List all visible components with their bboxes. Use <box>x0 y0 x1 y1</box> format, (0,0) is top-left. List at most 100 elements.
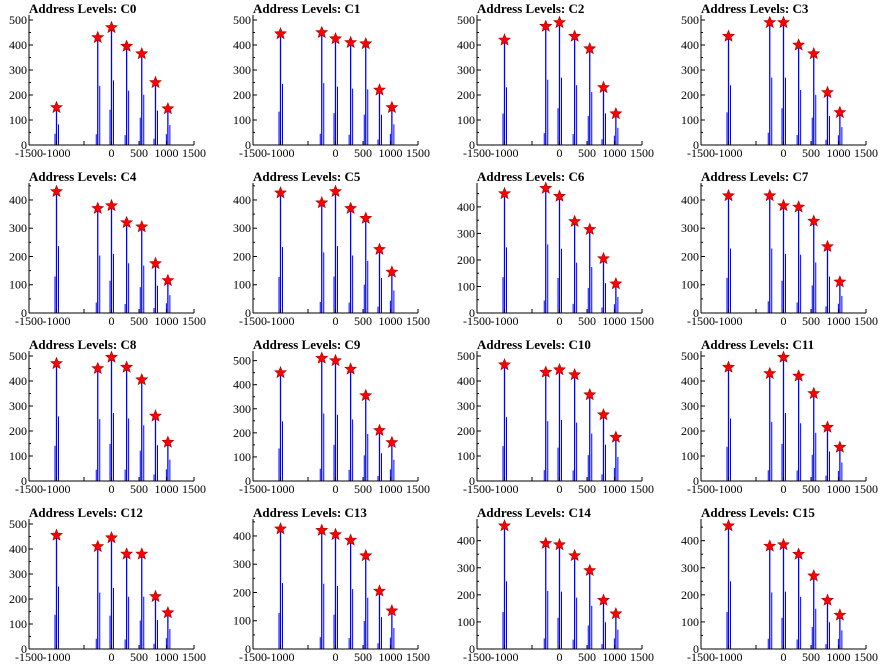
level-peak-star <box>385 265 399 278</box>
x-tick-label: -1000 <box>267 482 295 496</box>
x-tick-label: -1500 <box>463 650 491 664</box>
y-tick-label: 0 <box>469 138 475 152</box>
x-tick-label: -1500 <box>15 314 43 328</box>
y-tick-label: 100 <box>9 449 27 463</box>
chart-panel-c4: Address Levels: C4 0 100 200 300 400 -1500 -100… <box>9 169 206 328</box>
level-peak-star <box>149 256 162 270</box>
y-tick-label: 200 <box>233 88 251 102</box>
y-tick-label: 100 <box>233 113 251 127</box>
y-tick-label: 200 <box>457 253 475 267</box>
y-tick-label: 300 <box>233 402 251 416</box>
x-tick-label: -1000 <box>267 650 295 664</box>
x-tick-label: -1000 <box>267 146 295 160</box>
y-tick-label: 400 <box>681 534 699 548</box>
level-peak-star <box>763 539 777 552</box>
x-tick-label: -1000 <box>715 482 743 496</box>
level-peak-star <box>539 536 553 549</box>
level-peak-star <box>161 435 175 448</box>
y-tick-label: 400 <box>9 542 27 556</box>
y-tick-label: 0 <box>245 138 251 152</box>
x-tick-label: 0 <box>781 146 787 160</box>
x-tick-label: 0 <box>781 314 787 328</box>
y-tick-label: 400 <box>681 38 699 52</box>
y-tick-label: 100 <box>457 113 475 127</box>
x-tick-label: 1500 <box>854 314 878 328</box>
chart-panel-c10: Address Levels: C10 0 100 200 300 400 500 -1500… <box>457 337 654 496</box>
y-tick-label: 400 <box>233 529 251 543</box>
level-peak-star <box>359 388 373 402</box>
level-peak-star <box>807 569 821 582</box>
y-tick-label: 100 <box>233 450 251 464</box>
x-tick-label: -1000 <box>491 482 519 496</box>
x-tick-label: 1000 <box>603 650 627 664</box>
x-tick-label: 1000 <box>155 314 179 328</box>
level-peak-star <box>568 368 582 381</box>
y-tick-label: 100 <box>9 113 27 127</box>
x-tick-label: 500 <box>354 482 372 496</box>
x-tick-label: 1500 <box>630 314 654 328</box>
level-peak-star <box>161 273 175 287</box>
x-tick-label: 1500 <box>182 146 206 160</box>
y-tick-label: 100 <box>681 278 699 292</box>
level-peak-star <box>373 242 386 255</box>
x-tick-label: 0 <box>557 650 563 664</box>
y-tick-label: 500 <box>9 349 27 363</box>
level-peak-star <box>722 188 735 202</box>
y-tick-label: 0 <box>469 642 475 656</box>
x-tick-label: 1500 <box>182 482 206 496</box>
x-tick-label: -1000 <box>43 482 71 496</box>
level-peak-star <box>274 522 287 535</box>
level-peak-star <box>329 527 342 541</box>
y-tick-label: 300 <box>9 399 27 413</box>
level-peak-star <box>135 219 149 233</box>
level-peak-star <box>135 373 149 386</box>
level-peak-star <box>329 31 342 45</box>
y-tick-label: 200 <box>233 249 251 263</box>
chart-panel-c1: Address Levels: C1 0 100 200 300 400 500 -1500-… <box>233 1 430 160</box>
x-tick-label: 500 <box>354 314 372 328</box>
chart-panel-c2: Address Levels: C2 0 100 200 300 400 500 -1500-… <box>457 1 654 160</box>
x-tick-label: 1500 <box>406 650 430 664</box>
y-tick-label: 0 <box>21 138 27 152</box>
level-peak-star <box>315 195 329 209</box>
chart-panel-c14: Address Levels: C14 0 100 200 300 400 -1500 -10… <box>457 505 654 664</box>
level-peak-star <box>385 100 399 114</box>
level-peak-star <box>91 201 105 214</box>
level-peak-star <box>135 47 149 60</box>
x-tick-label: -1000 <box>715 314 743 328</box>
x-tick-label: 1000 <box>155 146 179 160</box>
x-tick-label: 500 <box>578 482 596 496</box>
level-peak-star <box>722 29 735 42</box>
x-tick-label: 1000 <box>827 650 851 664</box>
level-peak-star <box>722 518 735 532</box>
x-tick-label: -1000 <box>491 146 519 160</box>
level-peak-star <box>553 15 566 29</box>
level-peak-star <box>833 608 847 621</box>
chart-title: Address Levels: C13 <box>253 505 367 520</box>
x-tick-label: 0 <box>781 482 787 496</box>
y-tick-label: 200 <box>681 249 699 263</box>
x-tick-label: 1000 <box>155 650 179 664</box>
y-tick-label: 0 <box>245 642 251 656</box>
y-tick-label: 500 <box>233 354 251 368</box>
x-tick-label: -1500 <box>463 146 491 160</box>
level-peak-star <box>597 593 610 606</box>
y-tick-label: 400 <box>681 374 699 388</box>
level-peak-star <box>609 107 623 120</box>
level-peak-star <box>568 214 582 227</box>
y-tick-label: 0 <box>21 642 27 656</box>
y-tick-label: 200 <box>681 424 699 438</box>
y-tick-label: 300 <box>9 63 27 77</box>
y-tick-label: 400 <box>457 38 475 52</box>
x-tick-label: 1000 <box>827 482 851 496</box>
level-peak-star <box>315 351 329 364</box>
y-tick-label: 0 <box>21 306 27 320</box>
level-peak-star <box>553 362 566 376</box>
x-tick-label: 1000 <box>379 314 403 328</box>
y-tick-label: 300 <box>9 221 27 235</box>
x-tick-label: -1000 <box>715 650 743 664</box>
level-peak-star <box>539 19 553 32</box>
x-tick-label: 1000 <box>603 482 627 496</box>
x-tick-label: 500 <box>578 146 596 160</box>
y-tick-label: 100 <box>681 113 699 127</box>
